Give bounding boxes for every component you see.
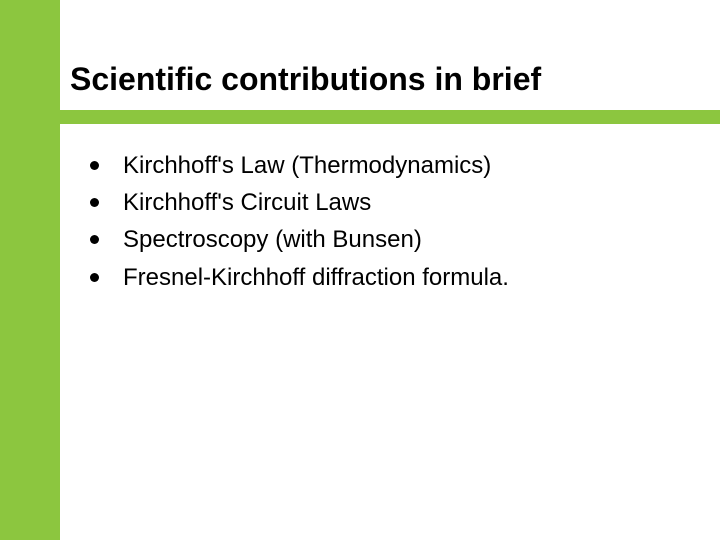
- bullet-icon: [90, 161, 99, 170]
- accent-left-band: [0, 0, 60, 540]
- title-underline: [60, 110, 720, 124]
- list-item-label: Kirchhoff's Circuit Laws: [123, 187, 371, 218]
- bullet-icon: [90, 235, 99, 244]
- list-item: Kirchhoff's Law (Thermodynamics): [90, 150, 650, 181]
- list-item-label: Spectroscopy (with Bunsen): [123, 224, 422, 255]
- list-item: Fresnel-Kirchhoff diffraction formula.: [90, 262, 650, 293]
- bullet-icon: [90, 198, 99, 207]
- bullet-icon: [90, 273, 99, 282]
- bullet-list: Kirchhoff's Law (Thermodynamics) Kirchho…: [90, 150, 650, 299]
- list-item-label: Kirchhoff's Law (Thermodynamics): [123, 150, 491, 181]
- list-item: Kirchhoff's Circuit Laws: [90, 187, 650, 218]
- page-title: Scientific contributions in brief: [70, 60, 690, 98]
- title-container: Scientific contributions in brief: [70, 60, 690, 98]
- list-item: Spectroscopy (with Bunsen): [90, 224, 650, 255]
- list-item-label: Fresnel-Kirchhoff diffraction formula.: [123, 262, 509, 293]
